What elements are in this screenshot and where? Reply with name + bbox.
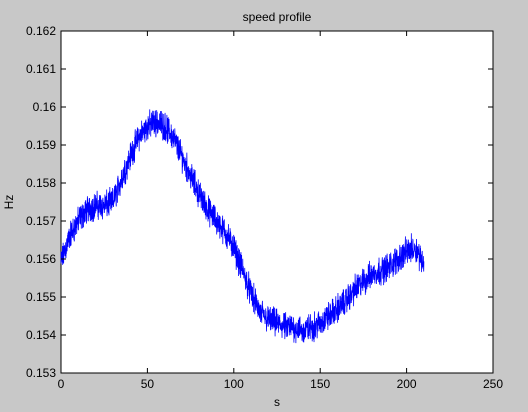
y-tick-label: 0.156 bbox=[26, 252, 56, 266]
y-axis-label: Hz bbox=[2, 195, 16, 210]
x-tick-label: 250 bbox=[483, 377, 503, 391]
y-tick-label: 0.16 bbox=[33, 100, 57, 114]
y-tick-label: 0.162 bbox=[26, 24, 56, 38]
y-tick-label: 0.155 bbox=[26, 290, 56, 304]
series-layer bbox=[60, 109, 425, 344]
x-tick-label: 150 bbox=[310, 377, 330, 391]
y-tick-label: 0.154 bbox=[26, 328, 56, 342]
axes-layer: 0 50 100 150 200 250 0.153 0.154 0.155 0.156 0.157… bbox=[26, 24, 503, 391]
x-tick-label: 200 bbox=[397, 377, 417, 391]
y-tick-label: 0.161 bbox=[26, 62, 56, 76]
y-tick-label: 0.153 bbox=[26, 366, 56, 380]
y-tick-label: 0.157 bbox=[26, 214, 56, 228]
x-tick-label: 50 bbox=[141, 377, 155, 391]
chart-title: speed profile bbox=[243, 10, 312, 24]
x-axis-label: s bbox=[274, 395, 280, 409]
y-tick-label: 0.159 bbox=[26, 138, 56, 152]
y-tick-label: 0.158 bbox=[26, 176, 56, 190]
x-tick-label: 100 bbox=[224, 377, 244, 391]
series-line-0 bbox=[60, 109, 425, 344]
x-tick-label: 0 bbox=[58, 377, 65, 391]
